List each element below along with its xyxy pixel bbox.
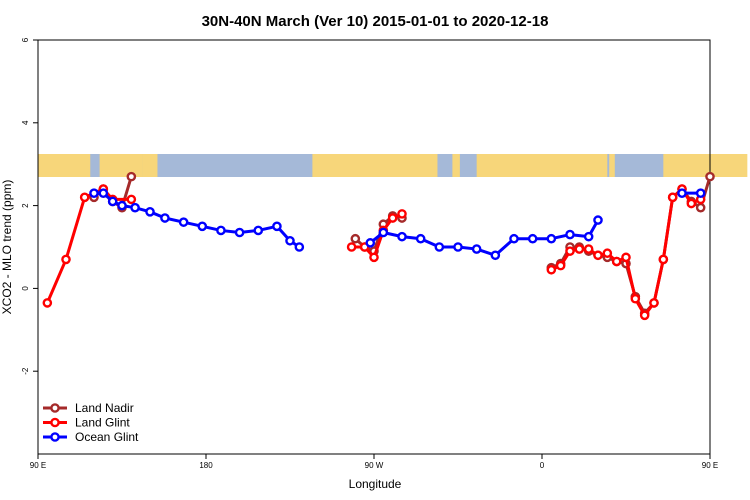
data-point [42,298,53,308]
data-point [130,202,140,213]
data-point [602,248,613,259]
map-land [312,154,438,177]
map-land [150,154,158,177]
data-point [527,233,538,244]
data-point [649,298,659,308]
data-point [705,171,715,182]
data-point [126,194,137,205]
data-point [89,188,99,198]
x-tick-label: 90 W [365,461,384,470]
data-point [583,244,594,254]
data-point [658,254,669,265]
legend-label: Ocean Glint [75,430,139,444]
data-point [546,233,557,244]
data-point [593,215,603,225]
legend-marker [50,432,60,442]
data-point [695,188,706,198]
data-point [490,250,501,261]
data-point [667,192,678,203]
map-land [142,154,150,177]
data-point [555,260,566,271]
x-axis-label: Longitude [349,477,402,491]
data-point [415,233,426,244]
data-point [126,171,137,182]
data-point [346,242,357,252]
data-point [272,221,282,232]
data-point [178,217,189,227]
data-point [160,213,170,223]
y-axis: -2 0 2 4 6 [21,37,38,375]
data-point [378,227,389,238]
world-map-strip [38,154,748,177]
x-tick-label: 180 [199,461,213,470]
data-point [234,227,245,238]
data-point [197,221,208,232]
map-land [99,154,143,177]
legend-item: Land Nadir [43,401,134,415]
data-point [365,238,376,248]
map-land [609,154,615,177]
data-point [145,207,155,217]
y-tick-label: 2 [21,203,30,208]
y-tick-label: 6 [21,37,30,42]
data-point [565,229,575,240]
data-point [639,310,650,321]
y-axis-label: XCO2 - MLO trend (ppm) [0,180,14,315]
data-point [216,225,226,236]
data-point [453,242,463,252]
data-point [61,254,71,265]
legend-marker [50,403,60,413]
legend-label: Land Glint [75,416,130,430]
data-point [574,244,585,254]
data-point [294,242,305,252]
data-point [593,250,603,261]
data-point [621,252,631,263]
x-tick-label: 0 [540,461,545,470]
data-point [509,233,519,244]
map-land [476,154,608,177]
y-tick-label: -2 [21,367,30,375]
legend-item: Land Glint [43,416,130,430]
series-land-nadir [89,171,715,319]
map-land [663,154,748,177]
data-point [611,256,622,267]
data-point [98,188,109,198]
map-land [452,154,460,177]
data-point [677,188,687,198]
data-point [369,252,379,263]
data-point [471,244,482,254]
data-point [285,235,295,246]
data-point [117,200,127,211]
data-point [546,264,557,275]
data-point [565,246,575,256]
series-ocean-glint [89,188,706,261]
legend-item: Ocean Glint [43,430,139,444]
x-axis: 90 E 180 90 W 0 90 E [30,454,718,470]
data-point [434,242,445,252]
data-point [79,192,90,203]
legend-marker [50,417,60,428]
legend-label: Land Nadir [75,401,134,415]
x-tick-label: 90 E [30,461,46,470]
chart-title: 30N-40N March (Ver 10) 2015-01-01 to 202… [202,13,549,30]
series-layer [42,171,715,321]
data-point [686,198,697,209]
data-point [397,231,407,242]
data-point [253,225,264,236]
data-point [387,213,398,223]
data-point [107,196,118,207]
y-tick-label: 4 [21,120,30,125]
x-tick-label: 90 E [702,461,718,470]
y-tick-label: 0 [21,286,30,291]
data-point [630,293,641,304]
data-point [350,233,361,244]
map-land [38,154,91,177]
data-point [397,209,407,219]
data-point [583,231,594,242]
data-point [695,202,706,213]
